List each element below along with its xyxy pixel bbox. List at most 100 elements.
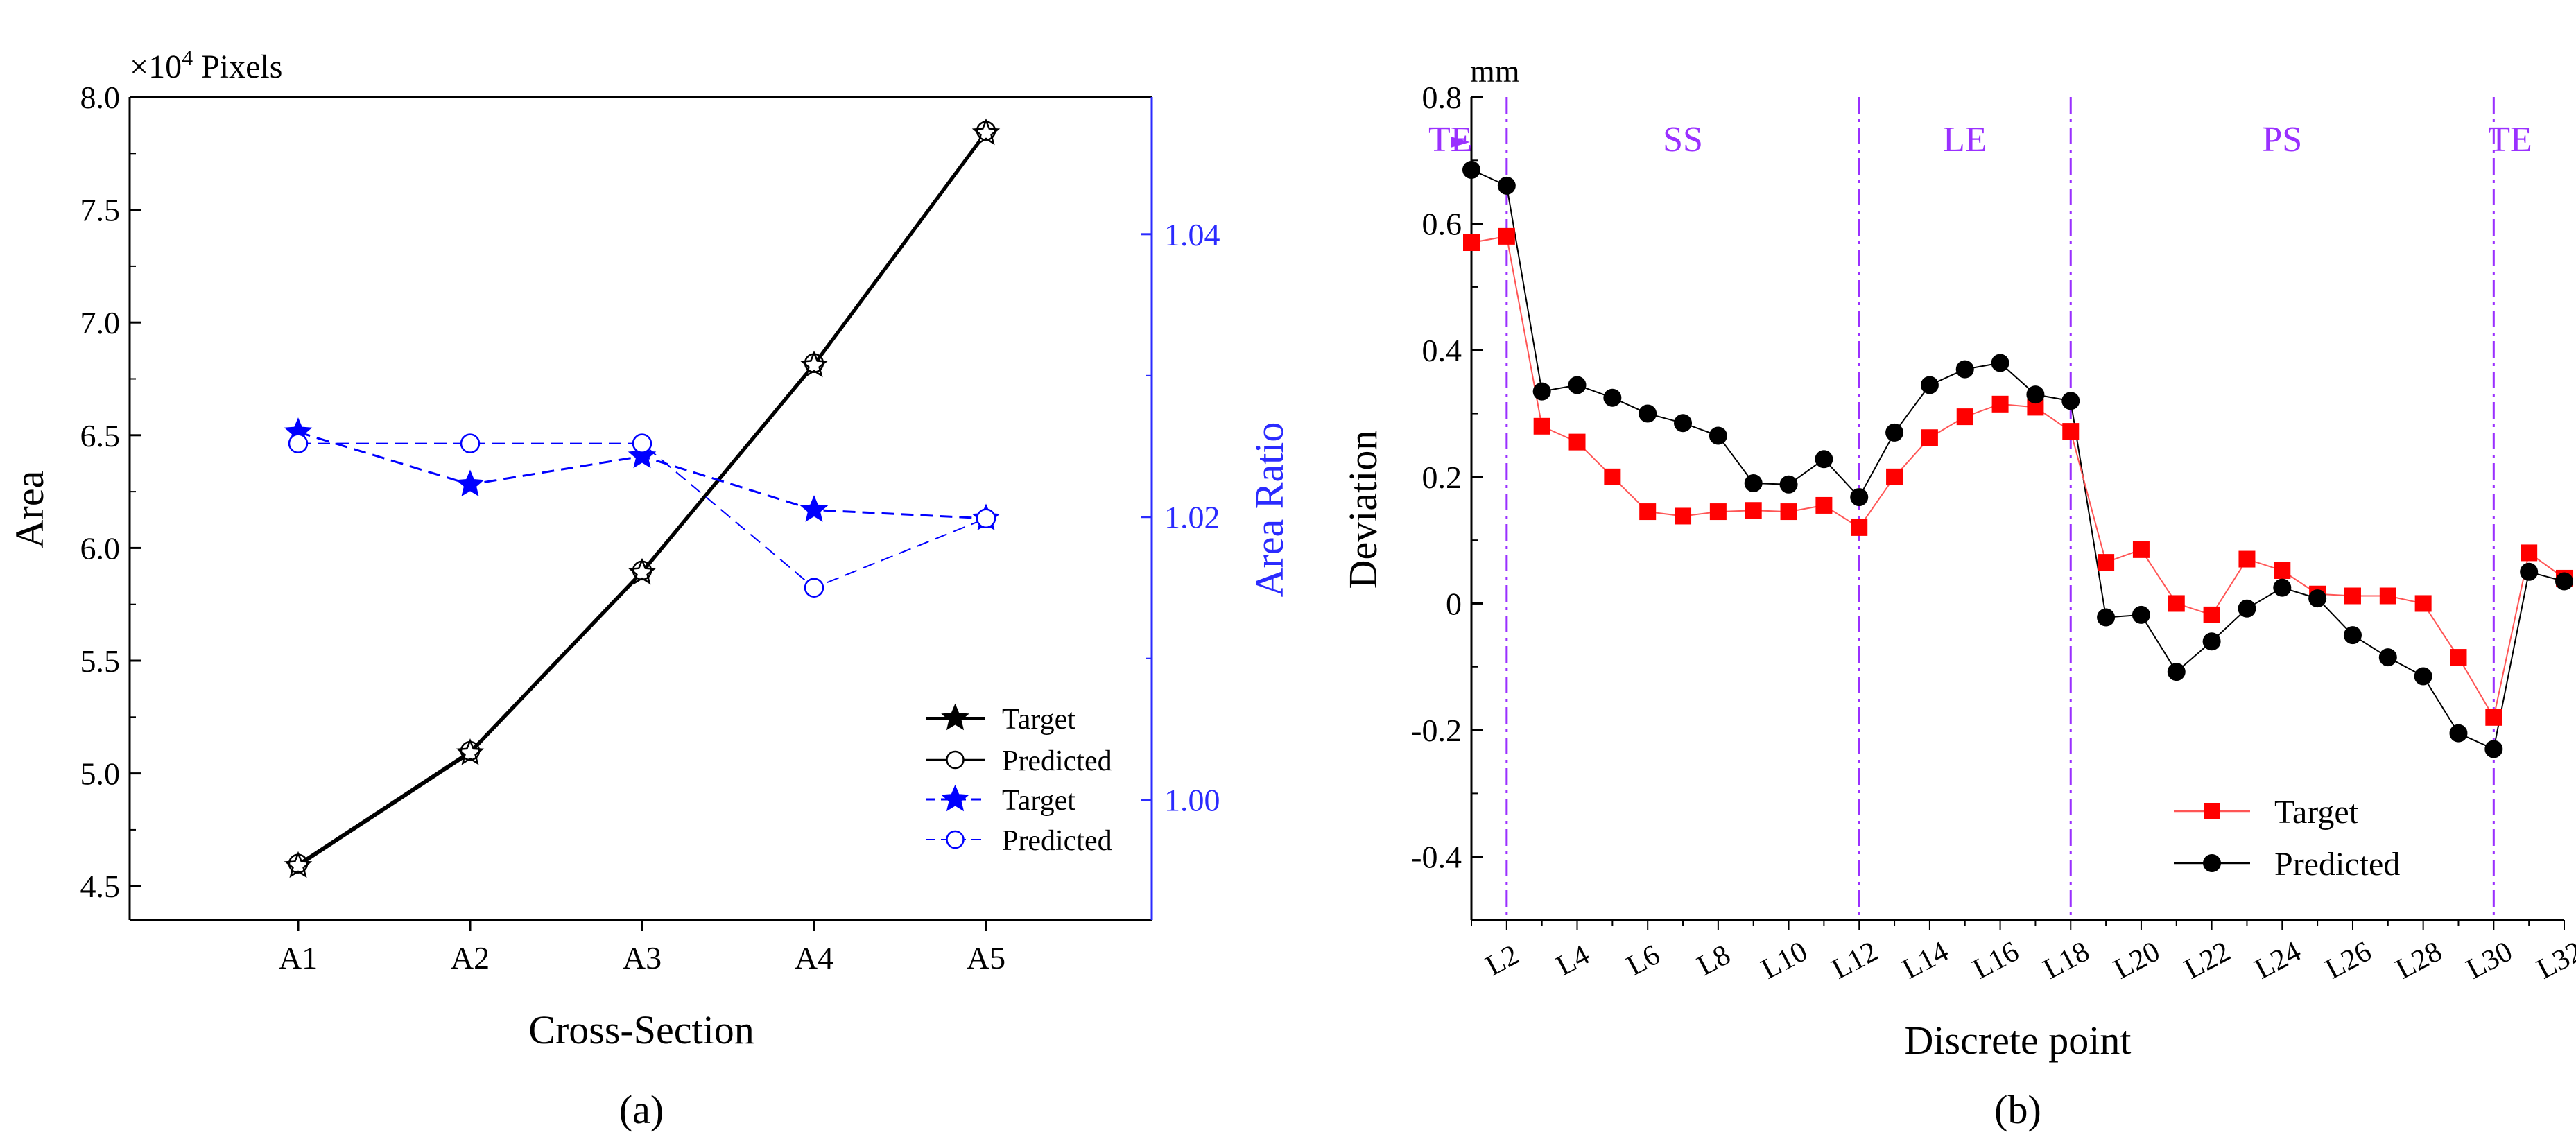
panel-a-legend-marker xyxy=(941,703,969,731)
panel-b-x-tick-label: L8 xyxy=(1692,939,1736,982)
panel-a-x-tick-label: A3 xyxy=(623,940,662,975)
panel-b-point-predicted xyxy=(2061,392,2080,410)
panel-b-point-target xyxy=(2238,550,2256,568)
panel-b-legend-marker xyxy=(2203,854,2221,872)
panel-b-point-predicted xyxy=(1532,382,1551,401)
panel-a-y-tick-label: 5.0 xyxy=(80,756,121,792)
panel-b-y-tick-label: 0.4 xyxy=(1422,333,1462,368)
panel-b-label: (b) xyxy=(1994,1087,2041,1132)
panel-a-point-ratio-predicted xyxy=(632,433,652,453)
panel-b-point-target xyxy=(1956,408,1973,426)
panel-b-point-target xyxy=(2132,541,2150,558)
panel-a-y-axis-title: Area xyxy=(7,471,52,549)
panel-b-point-predicted xyxy=(1815,450,1833,469)
panel-b-x-tick-label: L22 xyxy=(2179,935,2236,985)
panel-a-legend-marker xyxy=(946,830,965,849)
panel-a-point-ratio-target xyxy=(628,441,657,469)
panel-a-legend-marker xyxy=(941,784,969,812)
panel-b: -0.4 -0.2 0 0.2 0.4 0.6 0.8 L2 L4 L6 L8 L10 L12 L14 L1… xyxy=(1340,53,2576,1132)
panel-b-unit-label: mm xyxy=(1470,53,1520,89)
panel-b-legend-label: Target xyxy=(2274,794,2359,831)
panel-b-point-predicted xyxy=(1674,414,1693,433)
panel-b-region-label: PS xyxy=(2262,120,2302,159)
panel-a-y-tick-label: 6.5 xyxy=(80,418,121,453)
panel-b-point-target xyxy=(2274,562,2291,579)
panel-b-point-target xyxy=(1851,519,1868,536)
panel-a-y-tick-label: 7.5 xyxy=(80,193,121,228)
panel-b-point-predicted xyxy=(1955,360,1974,379)
panel-b-region-label: SS xyxy=(1663,120,1703,159)
panel-b-point-target xyxy=(1780,503,1797,521)
panel-b-y-tick-label: -0.2 xyxy=(1411,713,1462,748)
panel-b-legend-label: Predicted xyxy=(2274,846,2400,883)
panel-a-point-ratio-target xyxy=(456,469,485,497)
panel-b-point-predicted xyxy=(1568,376,1587,394)
unit-exponent: 4 xyxy=(182,45,193,70)
panel-b-point-predicted xyxy=(1603,388,1622,407)
panel-b-point-predicted xyxy=(2414,667,2432,686)
panel-a-point-ratio-target xyxy=(799,495,829,522)
panel-a-x-tick-label: A2 xyxy=(451,940,490,975)
panel-b-region-label: LE xyxy=(1943,120,1987,159)
panel-b-point-target xyxy=(2379,587,2396,605)
panel-b-point-predicted xyxy=(2238,599,2256,618)
panel-b-point-predicted xyxy=(2273,578,2292,597)
panel-a-y2-tick-label: 1.04 xyxy=(1164,217,1220,252)
panel-a-line-ratio-predicted xyxy=(298,442,987,589)
panel-b-point-predicted xyxy=(2132,605,2150,624)
panel-b-point-target xyxy=(1745,502,1762,519)
panel-b-point-target xyxy=(1639,503,1657,521)
panel-b-x-tick-label: L6 xyxy=(1622,939,1666,982)
panel-a-y-tick-label: 6.0 xyxy=(80,530,121,566)
panel-b-point-target xyxy=(1991,395,2009,413)
panel-b-y-tick-label: 0.8 xyxy=(1422,80,1462,115)
panel-b-point-predicted xyxy=(1744,474,1763,492)
panel-a-y2-tick-label: 1.02 xyxy=(1164,500,1220,535)
panel-a-unit-label: ×104 Pixels xyxy=(130,45,282,85)
panel-b-x-tick-label: L10 xyxy=(1756,935,1813,985)
panel-b-region-label: TE xyxy=(2488,120,2532,159)
panel-a-point-predicted xyxy=(632,560,652,581)
panel-a-y2-axis-title: Area Ratio xyxy=(1247,422,1292,598)
panel-b-point-predicted xyxy=(1462,161,1480,180)
panel-b-point-target xyxy=(1815,496,1833,514)
panel-b-point-target xyxy=(2098,554,2115,571)
panel-b-point-predicted xyxy=(2202,632,2221,651)
panel-a-point-ratio-predicted xyxy=(804,578,824,598)
panel-a-point-ratio-predicted xyxy=(460,433,481,453)
panel-b-point-predicted xyxy=(1639,404,1657,423)
panel-b-point-target xyxy=(1463,234,1480,252)
panel-b-point-target xyxy=(2414,595,2432,612)
panel-a-label: (a) xyxy=(619,1087,664,1132)
panel-b-point-predicted xyxy=(2167,663,2186,681)
panel-a-y-tick-label: 4.5 xyxy=(80,869,121,904)
panel-b-x-tick-label: L26 xyxy=(2320,935,2376,985)
panel-b-point-predicted xyxy=(2484,740,2503,758)
panel-a-y-tick-label: 5.5 xyxy=(80,643,121,679)
panel-a-legend-label: Predicted xyxy=(1002,745,1112,777)
panel-b-point-predicted xyxy=(2449,724,2468,743)
panel-b-y-tick-label: 0.6 xyxy=(1422,207,1462,242)
panel-a-point-predicted xyxy=(804,353,824,373)
panel-a-x-tick-label: A5 xyxy=(967,940,1005,975)
panel-a-x-tick-label: A1 xyxy=(279,940,318,975)
panel-b-y-tick-label: -0.4 xyxy=(1411,840,1462,875)
unit-suffix: Pixels xyxy=(193,49,282,85)
panel-b-point-target xyxy=(2344,587,2361,605)
panel-a-legend-marker xyxy=(946,750,965,770)
panel-b-point-predicted xyxy=(2555,572,2573,591)
panel-b-point-predicted xyxy=(1885,423,1904,442)
panel-b-point-target xyxy=(2168,595,2185,612)
panel-b-legend-marker xyxy=(2204,803,2220,819)
panel-b-point-target xyxy=(1709,503,1727,521)
panel-b-point-target xyxy=(2450,649,2467,666)
panel-a-point-predicted xyxy=(288,853,309,874)
panel-a-legend-label: Target xyxy=(1002,704,1075,736)
panel-b-point-target xyxy=(2203,606,2220,623)
panel-a-line-target xyxy=(297,132,987,867)
panel-b-point-predicted xyxy=(1850,488,1869,507)
panel-b-point-predicted xyxy=(2520,562,2539,581)
panel-b-x-tick-label: L24 xyxy=(2250,935,2306,985)
panel-a-point-ratio-predicted xyxy=(976,508,996,529)
